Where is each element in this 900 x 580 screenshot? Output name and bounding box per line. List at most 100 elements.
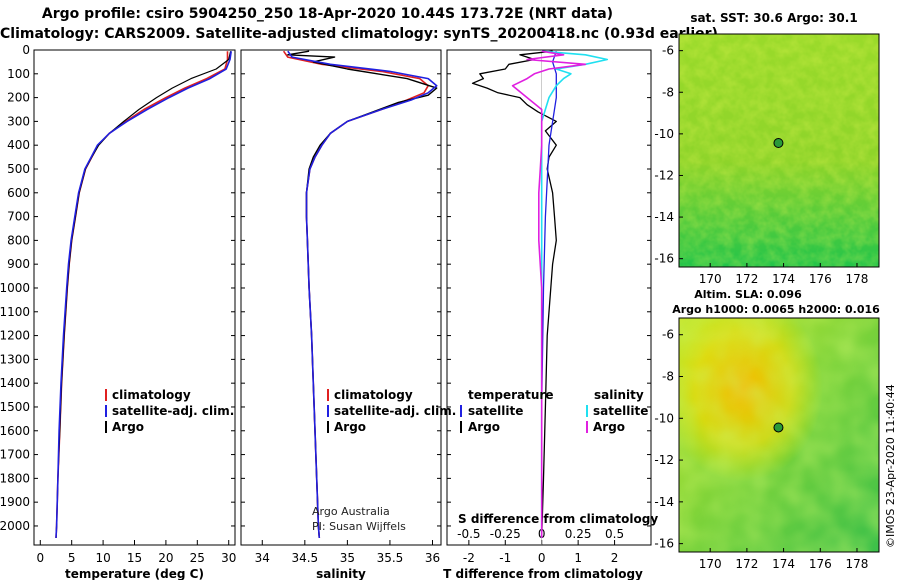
depth-tick-label: 1100	[0, 305, 30, 319]
legend-label-s-argo: Argo	[593, 420, 625, 434]
depth-tick-label: 1600	[0, 424, 30, 438]
legend-label-satellite: satellite-adj. clim.	[112, 404, 234, 418]
plot-title-line2: Climatology: CARS2009. Satellite-adjuste…	[0, 26, 718, 42]
temperature-argo-line	[55, 51, 232, 538]
temperature-plot-frame	[33, 49, 236, 546]
temperature-legend: climatology satellite-adj. clim. Argo	[105, 388, 234, 434]
legend-label-argo: Argo	[334, 420, 366, 434]
sst-map-frame	[678, 33, 880, 268]
sla-map-title: Altim. SLA: 0.096	[694, 288, 802, 301]
temperature-x-tick-label: 5	[68, 551, 76, 565]
differences-x-tick-label: -1	[499, 551, 511, 565]
legend-title-salinity: salinity	[594, 388, 644, 402]
salinity-x-axis-label: salinity	[316, 567, 366, 580]
sst-map-x-tick-label: 176	[809, 272, 832, 286]
legend-label-argo: Argo	[112, 420, 144, 434]
credit-pi: PI: Susan Wijffels	[312, 520, 406, 533]
salinity-x-tick-label: 34.5	[291, 551, 318, 565]
differences-x-tick-label: 2	[611, 551, 619, 565]
salinity-x-tick-label: 35	[340, 551, 355, 565]
sla-map-x-tick-label: 176	[809, 557, 832, 571]
depth-tick-label: 200	[7, 91, 30, 105]
differences-x2-tick-label: 0.25	[565, 527, 592, 541]
temperature-x-tick-label: 20	[158, 551, 173, 565]
depth-tick-label: 1800	[0, 471, 30, 485]
diff-s-argo-line	[511, 50, 587, 538]
plot-title-line1: Argo profile: csiro 5904250_250 18-Apr-2…	[41, 6, 614, 22]
sst-map-x-tick-label: 178	[846, 272, 869, 286]
sst-map-y-tick-label: -12	[654, 168, 674, 182]
legend-label-satellite: satellite-adj. clim.	[334, 404, 456, 418]
sla-map-y-tick-label: -8	[662, 370, 674, 384]
sst-map-argo-position-marker	[773, 138, 784, 149]
sla-map-y-tick-label: -10	[654, 411, 674, 425]
salinity-climatology-line	[282, 50, 430, 538]
sla-map-y-tick-label: -12	[654, 453, 674, 467]
depth-tick-label: 2000	[0, 519, 30, 533]
legend-label-climatology: climatology	[334, 388, 413, 402]
sla-map: 170 172 174 176 178 -6 -8 -10 -12 -14 -16	[654, 317, 880, 571]
sla-map-subtitle: Argo h1000: 0.0065 h2000: 0.016	[672, 303, 880, 316]
sst-map-y-tick-label: -6	[662, 44, 674, 58]
credit-argo-australia: Argo Australia	[312, 505, 390, 518]
salinity-satellite-line	[287, 50, 438, 538]
legend-label-t-argo: Argo	[468, 420, 500, 434]
temperature-x-tick-label: 10	[95, 551, 110, 565]
differences-x-tick-label: -2	[463, 551, 475, 565]
sst-map-y-tick-label: -10	[654, 127, 674, 141]
sst-map-y-tick-label: -16	[654, 252, 674, 266]
sla-map-x-tick-label: 172	[735, 557, 758, 571]
salinity-x-tick-label: 36	[425, 551, 440, 565]
diff-t-argo-line	[471, 50, 557, 538]
sst-map-x-tick-label: 172	[735, 272, 758, 286]
salinity-x-tick-label: 35.5	[377, 551, 404, 565]
legend-title-temperature: temperature	[468, 388, 553, 402]
depth-tick-label: 300	[7, 114, 30, 128]
depth-tick-label: 700	[7, 210, 30, 224]
salinity-x-tick-label: 34	[255, 551, 270, 565]
difference-legend: temperature salinity satellite Argo sate…	[460, 388, 648, 434]
sst-map-x-tick-label: 174	[772, 272, 795, 286]
depth-tick-label: 1700	[0, 448, 30, 462]
legend-label-s-satellite: satellite	[593, 404, 648, 418]
depth-tick-label: 1200	[0, 329, 30, 343]
differences-x2-tick-label: -0.25	[490, 527, 521, 541]
sla-map-x-tick-label: 178	[846, 557, 869, 571]
depth-tick-label: 400	[7, 138, 30, 152]
temperature-x-tick-label: 0	[36, 551, 44, 565]
depth-tick-label: 600	[7, 186, 30, 200]
sst-map-x-tick-label: 170	[699, 272, 722, 286]
depth-tick-label: 900	[7, 257, 30, 271]
sst-map-y-tick-label: -8	[662, 85, 674, 99]
temperature-x-tick-label: 15	[127, 551, 142, 565]
legend-label-t-satellite: satellite	[468, 404, 523, 418]
sla-map-x-tick-label: 174	[772, 557, 795, 571]
depth-tick-label: 100	[7, 67, 30, 81]
differences-x2-tick-label: -0.5	[457, 527, 480, 541]
salinity-legend: climatology satellite-adj. clim. Argo	[327, 388, 456, 434]
legend-label-climatology: climatology	[112, 388, 191, 402]
sst-map-texture	[679, 34, 879, 267]
depth-tick-label: 1400	[0, 376, 30, 390]
differences-x-axis-label: T difference from climatology	[443, 567, 643, 580]
temperature-x-tick-label: 30	[221, 551, 236, 565]
sla-map-y-tick-label: -6	[662, 328, 674, 342]
sla-map-y-tick-label: -16	[654, 537, 674, 551]
s-difference-axis-label: S difference from climatology	[458, 512, 658, 526]
depth-tick-label: 1900	[0, 495, 30, 509]
depth-tick-label: 800	[7, 233, 30, 247]
temperature-climatology-line	[55, 51, 229, 538]
depth-tick-label: 500	[7, 162, 30, 176]
temperature-x-tick-label: 25	[190, 551, 205, 565]
differences-x2-tick-label: 0.5	[605, 527, 624, 541]
sla-map-argo-position-marker	[773, 422, 784, 433]
imos-timestamp: ©IMOS 23-Apr-2020 11:40:44	[884, 384, 897, 548]
sla-map-frame	[678, 317, 880, 553]
depth-tick-label: 1000	[0, 281, 30, 295]
differences-x-tick-label: 1	[574, 551, 582, 565]
sla-map-x-tick-label: 170	[699, 557, 722, 571]
sst-map-title: sat. SST: 30.6 Argo: 30.1	[690, 11, 857, 25]
salinity-plot-frame	[240, 49, 442, 546]
depth-tick-label: 1500	[0, 400, 30, 414]
